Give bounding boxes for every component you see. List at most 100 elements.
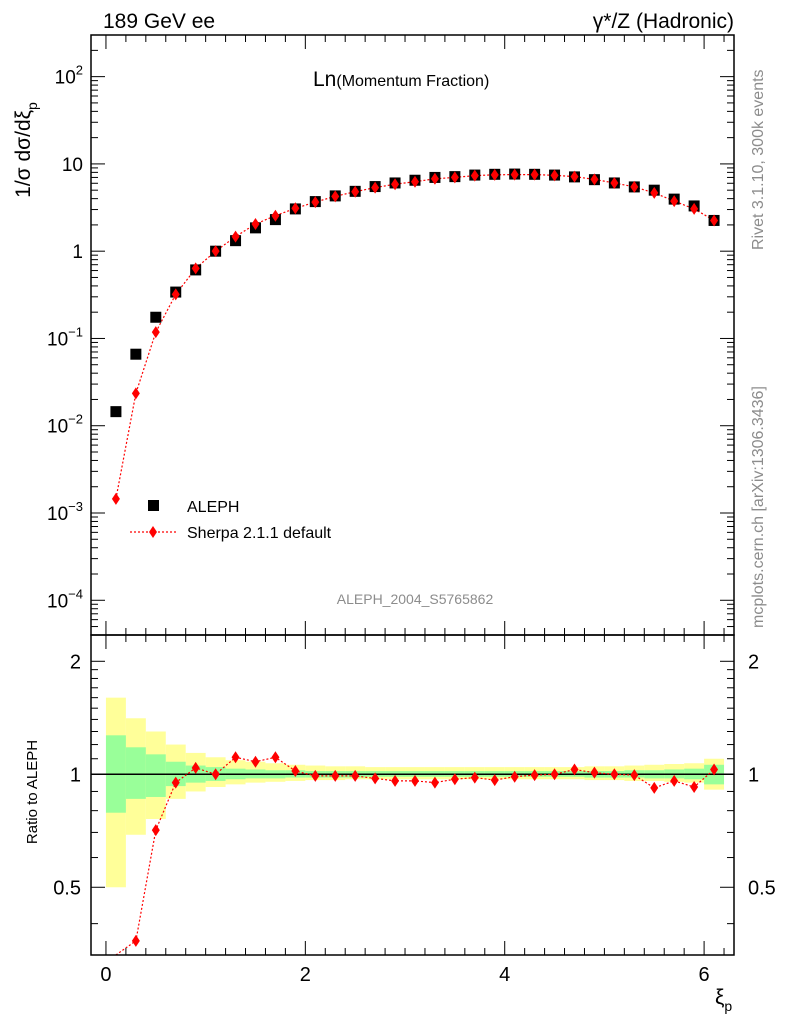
main-y-tick-label: 10−2	[47, 412, 83, 438]
ratio-y-tick-label: 0.5	[53, 877, 81, 899]
ratio-sherpa-point	[371, 772, 380, 785]
main-y-tick-label: 10−1	[47, 324, 83, 350]
legend-sherpa-label: Sherpa 2.1.1 default	[187, 525, 332, 542]
sherpa-point	[470, 169, 479, 182]
sherpa-point	[151, 326, 160, 339]
legend: ALEPH Sherpa 2.1.1 default	[130, 499, 332, 542]
ratio-sherpa-point	[510, 770, 519, 783]
ratio-sherpa-point	[311, 769, 320, 782]
main-y-tick-exponent: −1	[68, 324, 83, 339]
ratio-sherpa-point	[710, 763, 719, 776]
main-y-tick-label: 10	[62, 155, 83, 176]
ratio-frame	[90, 634, 735, 956]
y-axis-title-text: 1/σ dσ/dξ	[12, 110, 35, 198]
main-y-tick-label: 10−4	[47, 586, 83, 612]
ratio-plot-panel: 0.5 0.5 1 1 2 2 0 2 4 6	[53, 634, 776, 986]
ratio-axis-title-group: Ratio to ALEPH	[24, 740, 41, 844]
main-y-tick-exponent: −4	[68, 586, 83, 601]
sherpa-point	[111, 492, 120, 505]
ratio-sherpa-point	[650, 781, 659, 794]
mcplots-label: mcplots.cern.ch [arXiv:1306.3436]	[750, 386, 767, 628]
main-y-tick-exponent: −2	[68, 412, 83, 427]
sherpa-point	[231, 230, 240, 243]
ratio-sherpa-point	[131, 934, 140, 947]
mcplots-label-group: mcplots.cern.ch [arXiv:1306.3436]	[750, 386, 767, 628]
ratio-axis-title: Ratio to ALEPH	[24, 740, 41, 844]
legend-sherpa-marker	[149, 526, 157, 538]
ratio-sherpa-point	[391, 774, 400, 787]
ratio-x-tick-label: 4	[499, 964, 510, 986]
sherpa-point	[171, 288, 180, 301]
ratio-sherpa-point	[430, 776, 439, 789]
main-y-tick-label: 1	[72, 242, 83, 263]
ratio-y-tick-label: 2	[70, 651, 81, 673]
sherpa-point	[331, 190, 340, 203]
analysis-id-label: ALEPH_2004_S5765862	[337, 591, 494, 607]
main-frame	[90, 34, 735, 636]
sherpa-point	[191, 262, 200, 275]
ratio-band-inner	[125, 747, 146, 799]
ratio-sherpa-point	[291, 765, 300, 778]
ratio-sherpa-point	[530, 769, 539, 782]
svg-text:1/σ dσ/dξp: 1/σ dσ/dξp	[12, 102, 40, 198]
sherpa-point	[291, 202, 300, 215]
sherpa-point	[490, 168, 499, 181]
ratio-sherpa-point	[470, 771, 479, 784]
sherpa-line	[115, 174, 715, 500]
ratio-sherpa-point	[191, 761, 200, 774]
ratio-y-tick-label-right: 0.5	[748, 877, 776, 899]
rivet-label-group: Rivet 3.1.10, 300k events	[750, 69, 767, 250]
sherpa-point	[690, 202, 699, 215]
main-y-tick-base: 10	[47, 504, 68, 525]
main-y-tick-exponent: −3	[68, 499, 83, 514]
sherpa-point	[710, 214, 719, 227]
ratio-sherpa-point	[490, 774, 499, 787]
main-y-tick-base: 10	[47, 417, 68, 438]
ratio-sherpa-point	[550, 768, 559, 781]
ratio-sherpa-point	[610, 768, 619, 781]
sherpa-point	[630, 180, 639, 193]
sherpa-point	[410, 175, 419, 188]
aleph-point	[130, 348, 142, 360]
x-axis-title: ξp	[715, 986, 732, 1014]
sherpa-point	[271, 209, 280, 222]
header-left-label: 189 GeV ee	[103, 10, 215, 33]
plot-title-main: Ln	[313, 68, 336, 91]
ratio-sherpa-point	[351, 769, 360, 782]
aleph-point	[150, 311, 162, 323]
ratio-sherpa-point	[410, 774, 419, 787]
ratio-y-tick-label: 1	[70, 764, 81, 786]
sherpa-point	[251, 217, 260, 230]
y-axis-title: 1/σ dσ/dξp	[12, 102, 40, 198]
sherpa-point	[391, 178, 400, 191]
ratio-sherpa-point	[231, 751, 240, 764]
aleph-point	[110, 406, 122, 418]
main-y-tick-base: 10	[47, 329, 68, 350]
sherpa-point	[610, 176, 619, 189]
y-axis-title-subscript: p	[24, 102, 40, 110]
ratio-y-tick-label-right: 2	[748, 651, 759, 673]
ratio-sherpa-point	[630, 769, 639, 782]
ratio-x-tick-label: 6	[699, 964, 710, 986]
ratio-x-tick-label: 2	[300, 964, 311, 986]
ratio-plot-marks: 0.5 0.5 1 1 2 2 0 2 4 6	[53, 634, 776, 986]
ratio-sherpa-point	[211, 768, 220, 781]
sherpa-point	[131, 387, 140, 400]
plot-title-sub: (Momentum Fraction)	[336, 73, 489, 90]
sherpa-point	[430, 172, 439, 185]
main-y-tick-exponent: 2	[76, 63, 83, 78]
header-right-label: γ*/Z (Hadronic)	[593, 10, 734, 33]
ratio-sherpa-point	[151, 824, 160, 837]
ratio-y-tick-label-right: 1	[748, 764, 759, 786]
ratio-x-tick-label: 0	[100, 964, 111, 986]
sherpa-point	[530, 168, 539, 181]
sherpa-point	[650, 186, 659, 199]
sherpa-point	[450, 171, 459, 184]
sherpa-point	[351, 185, 360, 198]
ratio-sherpa-point	[271, 751, 280, 764]
sherpa-point	[590, 173, 599, 186]
sherpa-point	[211, 245, 220, 258]
